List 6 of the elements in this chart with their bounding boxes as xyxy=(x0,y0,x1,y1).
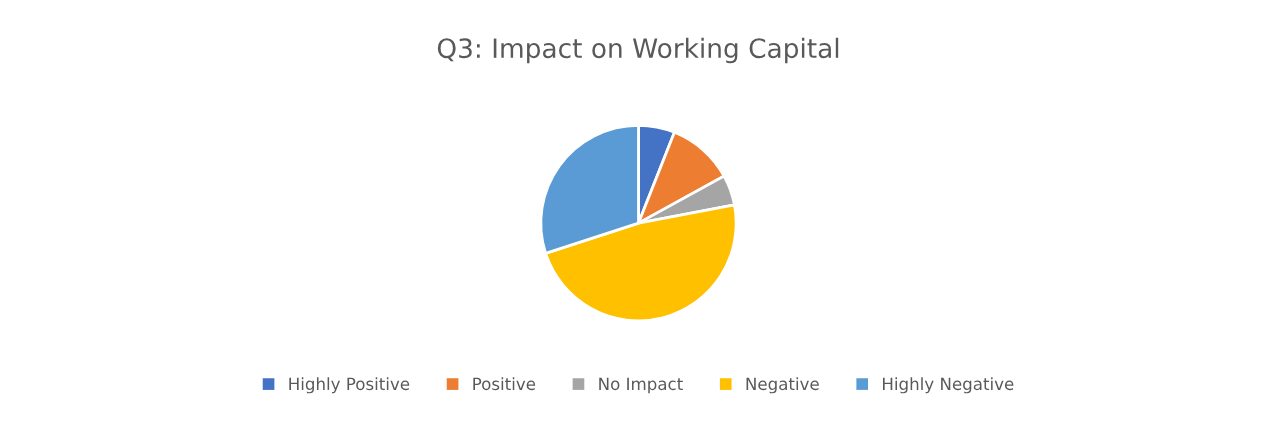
legend-label: Negative xyxy=(746,377,819,394)
legend-label: Positive xyxy=(473,377,536,391)
chart-title: Q3: Impact on Working Capital xyxy=(437,37,839,64)
legend-label: No Impact xyxy=(599,377,683,394)
legend-label: Highly Negative xyxy=(883,377,1014,394)
legend-label: Highly Positive xyxy=(289,377,410,394)
